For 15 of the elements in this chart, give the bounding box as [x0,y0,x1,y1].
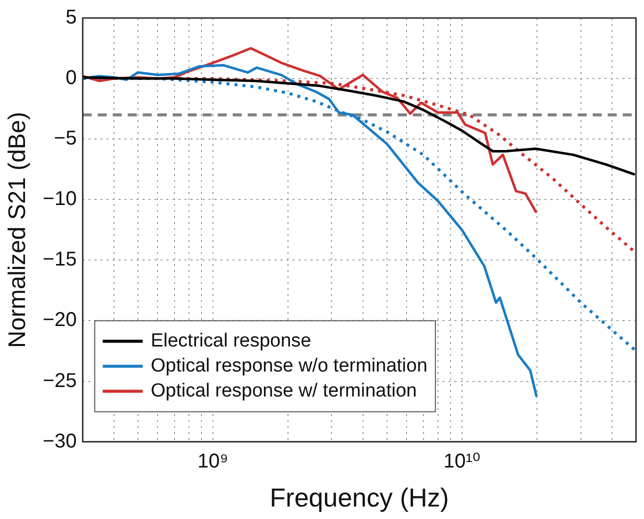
legend-label: Electrical response [150,330,312,352]
y-tick-label: 5 [66,6,77,29]
y-tick-label: −10 [42,188,77,210]
legend-label: Optical response w/ termination [150,380,417,402]
y-tick-label: −15 [42,248,77,271]
y-tick-label: −30 [42,430,77,452]
y-axis-title: Normalized S21 (dBe) [4,112,32,348]
y-tick-label: −25 [42,370,77,392]
y-tick-label: −5 [54,128,77,150]
legend-label: Optical response w/o termination [150,356,428,377]
x-axis-title: Frequency (Hz) [270,482,449,513]
x-tick-label: 10¹⁰ [443,450,480,472]
y-tick-label: 0 [66,67,77,90]
y-tick-label: −20 [42,309,77,332]
x-tick-label: 10⁹ [198,450,228,472]
